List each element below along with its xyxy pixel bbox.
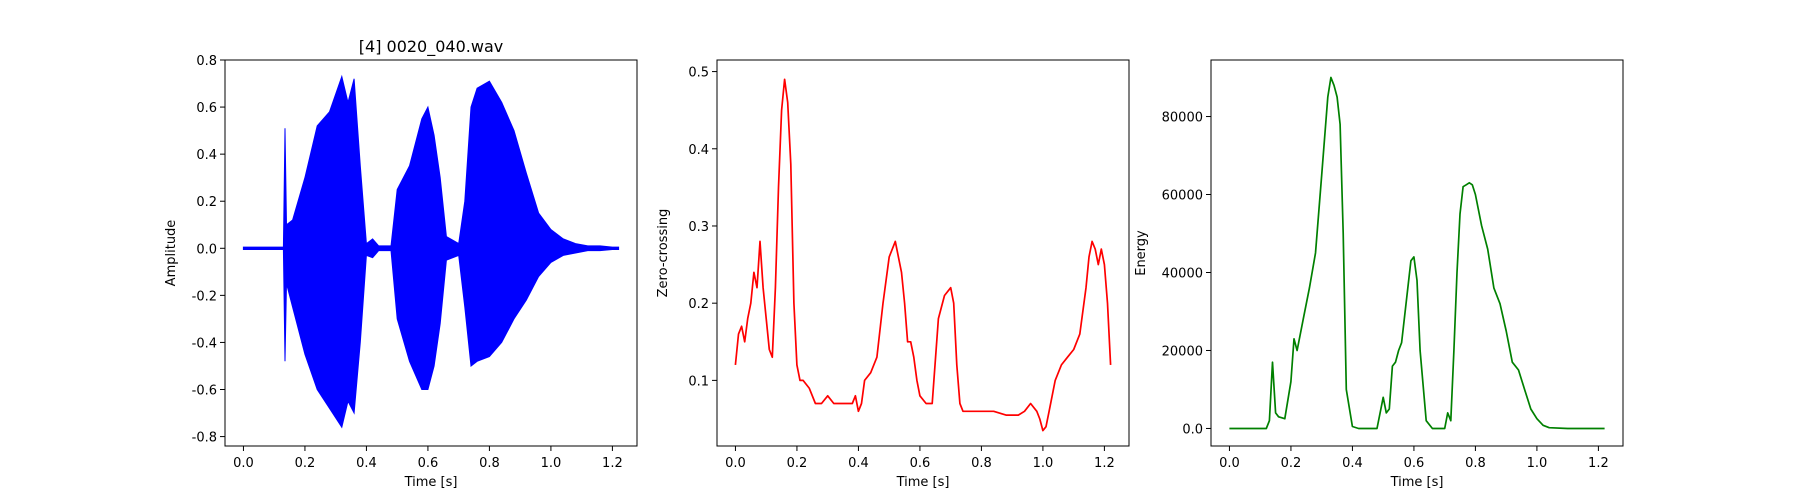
energy-x-tick-label: 0.6 [1404, 456, 1425, 471]
zero-crossing-plot-area [734, 78, 1112, 432]
zero-crossing-y-tick-label: 0.5 [688, 66, 709, 81]
energy-plot-area [1229, 76, 1605, 430]
zero-crossing-x-tick-label: 1.0 [1033, 456, 1054, 471]
energy-series-line [1229, 76, 1605, 430]
energy-y-tick-label: 0.0 [1182, 422, 1203, 437]
zero-crossing-x-tick-label: 1.2 [1094, 456, 1115, 471]
energy-y-tick-label: 40000 [1162, 266, 1203, 281]
zero-crossing-y-axis-label: Zero-crossing [656, 209, 671, 298]
waveform-x-tick-label: 0.4 [356, 456, 377, 471]
waveform-y-tick-label: 0.8 [196, 54, 217, 69]
waveform-axes-frame [224, 59, 638, 447]
energy-x-tick-label: 1.2 [1588, 456, 1609, 471]
energy-y-tick-label: 20000 [1162, 344, 1203, 359]
waveform-y-axis-label: Amplitude [164, 220, 179, 287]
waveform-y-tick-label: 0.0 [196, 242, 217, 257]
energy-y-axis-label: Energy [1134, 230, 1149, 276]
energy-axes-frame [1210, 59, 1624, 447]
waveform-plot-area [242, 74, 620, 429]
energy-y-tick-label: 60000 [1162, 189, 1203, 204]
energy-y-tick-label: 80000 [1162, 111, 1203, 126]
zero-crossing-x-tick-label: 0.2 [787, 456, 808, 471]
zero-crossing-y-tick-label: 0.4 [688, 143, 709, 158]
waveform-y-tick-label: 0.2 [196, 195, 217, 210]
waveform-y-tick-label: 0.4 [196, 148, 217, 163]
zero-crossing-y-tick-label: 0.2 [688, 297, 709, 312]
waveform-y-tick-label: -0.6 [192, 384, 217, 399]
zero-crossing-x-tick-label: 0.0 [725, 456, 746, 471]
waveform-y-tick-label: 0.6 [196, 101, 217, 116]
waveform-y-tick-label: -0.8 [192, 431, 217, 446]
waveform-y-tick-label: -0.4 [192, 336, 217, 351]
zero-crossing-x-tick-label: 0.8 [971, 456, 992, 471]
zero-crossing-series-line [734, 78, 1112, 432]
zero-crossing-x-tick-label: 0.4 [848, 456, 869, 471]
zero-crossing-y-tick-label: 0.3 [688, 220, 709, 235]
waveform-x-tick-label: 0.8 [479, 456, 500, 471]
zero-crossing-panel: Time [s] Zero-crossing 0.0 0.2 0.4 0.6 0.8 1.… [656, 59, 1130, 490]
zero-crossing-ticks: 0.0 0.2 0.4 0.6 0.8 1.0 1.2 0.1 0.2 0.3 0.4 0.5 [688, 66, 1114, 471]
waveform-x-tick-label: 1.0 [541, 456, 562, 471]
waveform-panel: [4] 0020_040.wav Time [s] Amplitude 0.0 0… [164, 37, 638, 490]
energy-x-axis-label: Time [s] [1390, 475, 1444, 490]
zero-crossing-x-axis-label: Time [s] [896, 475, 950, 490]
waveform-y-tick-label: -0.2 [192, 289, 217, 304]
energy-ticks: 0.0 0.2 0.4 0.6 0.8 1.0 1.2 0.0 20000 40000 60000 8… [1162, 111, 1609, 471]
energy-x-tick-label: 0.2 [1281, 456, 1302, 471]
waveform-title: [4] 0020_040.wav [359, 37, 503, 57]
zero-crossing-x-tick-label: 0.6 [910, 456, 931, 471]
energy-x-tick-label: 0.0 [1219, 456, 1240, 471]
energy-x-tick-label: 0.4 [1342, 456, 1363, 471]
waveform-x-tick-label: 0.2 [295, 456, 316, 471]
energy-x-tick-label: 1.0 [1527, 456, 1548, 471]
waveform-ticks: 0.0 0.2 0.4 0.6 0.8 1.0 1.2 -0.8 -0.6 -0.4 -0.2 0.0… [192, 54, 623, 471]
energy-x-tick-label: 0.8 [1465, 456, 1486, 471]
waveform-x-tick-label: 0.6 [418, 456, 439, 471]
waveform-x-tick-label: 0.0 [233, 456, 254, 471]
waveform-x-tick-label: 1.2 [602, 456, 623, 471]
energy-panel: Time [s] Energy 0.0 0.2 0.4 0.6 0.8 1.0 1.20.0… [1134, 59, 1624, 490]
zero-crossing-axes-frame [716, 59, 1130, 447]
zero-crossing-y-tick-label: 0.1 [688, 374, 709, 389]
waveform-x-axis-label: Time [s] [404, 475, 458, 490]
